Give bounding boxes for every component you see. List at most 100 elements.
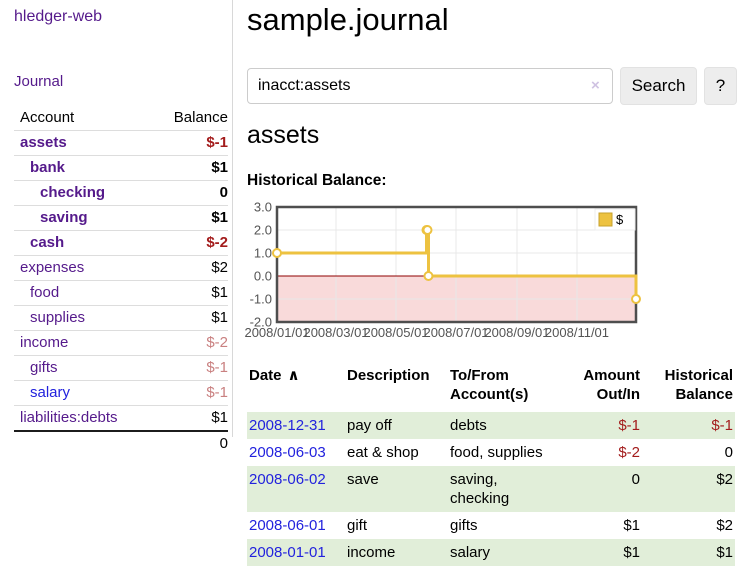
register-table: Date ∧ Description To/From Account(s) Amo…	[247, 362, 735, 566]
account-heading: assets	[247, 121, 320, 149]
transaction-balance: $2	[716, 471, 733, 488]
transaction-accounts: saving, checking	[450, 471, 510, 507]
transaction-accounts: debts	[450, 417, 487, 434]
account-link-supplies[interactable]: supplies	[30, 309, 86, 326]
account-row: salary $-1	[14, 380, 228, 406]
account-link-gifts[interactable]: gifts	[30, 359, 58, 376]
sidebar-item-journal[interactable]: Journal	[14, 73, 64, 90]
search-form: × Search ?	[247, 67, 737, 105]
account-link-bank[interactable]: bank	[30, 159, 66, 176]
accounts-total-row: 0	[14, 431, 228, 456]
accounts-header-account: Account	[20, 109, 75, 126]
transaction-amount: $-2	[618, 444, 640, 461]
transaction-accounts: food, supplies	[450, 444, 543, 461]
account-balance: $1	[211, 309, 228, 326]
account-balance: $2	[211, 259, 228, 276]
account-row: expenses $2	[14, 255, 228, 281]
account-balance: $1	[211, 159, 228, 176]
accounts-header-balance: Balance	[173, 109, 228, 126]
transaction-date-link[interactable]: 2008-12-31	[249, 417, 326, 434]
account-row: supplies $1	[14, 305, 228, 331]
svg-text:$: $	[616, 212, 624, 227]
svg-text:2008/07/01: 2008/07/01	[423, 325, 488, 340]
transaction-balance: $1	[716, 544, 733, 561]
register-row: 2008-06-01 gift gifts $1 $2	[247, 512, 735, 539]
transaction-amount: $1	[623, 544, 640, 561]
help-button[interactable]: ?	[704, 67, 737, 105]
svg-text:2008/05/01: 2008/05/01	[363, 325, 428, 340]
transaction-date-link[interactable]: 2008-06-03	[249, 444, 326, 461]
account-balance: 0	[219, 184, 228, 201]
account-link-assets[interactable]: assets	[20, 134, 67, 151]
svg-text:0.0: 0.0	[254, 269, 272, 284]
account-balance: $1	[211, 209, 228, 226]
transaction-accounts: salary	[450, 544, 491, 561]
account-row: cash $-2	[14, 230, 228, 256]
account-link-checking[interactable]: checking	[40, 184, 106, 201]
register-row: 2008-06-02 save saving, checking 0 $2	[247, 466, 735, 512]
account-link-expenses[interactable]: expenses	[20, 259, 85, 276]
account-balance: $1	[211, 409, 228, 426]
transaction-date-link[interactable]: 2008-06-01	[249, 517, 326, 534]
account-row: gifts $-1	[14, 355, 228, 381]
account-link-liabilities-debts[interactable]: liabilities:debts	[20, 409, 118, 426]
transaction-description: pay off	[347, 417, 392, 434]
svg-text:2008/09/01: 2008/09/01	[484, 325, 549, 340]
register-header-row: Date ∧ Description To/From Account(s) Amo…	[247, 362, 735, 412]
transaction-balance: 0	[724, 444, 733, 461]
transaction-amount: 0	[631, 471, 640, 488]
sidebar-divider	[232, 0, 233, 437]
svg-text:2.0: 2.0	[254, 223, 272, 238]
search-input[interactable]	[247, 68, 613, 104]
svg-text:-1.0: -1.0	[250, 292, 272, 307]
svg-text:1.0: 1.0	[254, 246, 272, 261]
search-button[interactable]: Search	[620, 67, 697, 105]
register-row: 2008-06-03 eat & shop food, supplies $-2…	[247, 439, 735, 466]
account-row: income $-2	[14, 330, 228, 356]
svg-text:-2.0: -2.0	[250, 315, 272, 330]
account-link-salary[interactable]: salary	[30, 384, 71, 401]
account-link-cash[interactable]: cash	[30, 234, 65, 251]
transaction-description: income	[347, 544, 396, 561]
account-link-saving[interactable]: saving	[40, 209, 88, 226]
account-balance: $-1	[206, 359, 228, 376]
sort-ascending-icon: ∧	[287, 367, 300, 384]
register-header-description: Description	[347, 367, 430, 384]
transaction-balance: $-1	[711, 417, 733, 434]
register-row: 2008-01-01 income salary $1 $1	[247, 539, 735, 566]
register-header-tofrom: To/From Account(s)	[450, 367, 529, 403]
account-balance: $-1	[206, 134, 228, 151]
account-row: checking 0	[14, 180, 228, 206]
register-header-date[interactable]: Date ∧	[249, 367, 300, 384]
svg-text:3.0: 3.0	[254, 200, 272, 215]
register-header-balance: Historical Balance	[664, 367, 733, 403]
account-balance: $-1	[206, 384, 228, 401]
svg-text:2008/11/01: 2008/11/01	[545, 325, 609, 340]
accounts-table: Account Balance assets $-1 bank $1 check…	[14, 106, 228, 456]
transaction-accounts: gifts	[450, 517, 478, 534]
transaction-description: eat & shop	[347, 444, 419, 461]
account-balance: $1	[211, 284, 228, 301]
account-row: assets $-1	[14, 130, 228, 156]
account-row: saving $1	[14, 205, 228, 231]
account-link-income[interactable]: income	[20, 334, 69, 351]
account-row: bank $1	[14, 155, 228, 181]
clear-search-icon[interactable]: ×	[591, 77, 600, 94]
account-balance: $-2	[206, 334, 228, 351]
accounts-header-row: Account Balance	[14, 106, 228, 131]
svg-text:2008/01/01: 2008/01/01	[245, 325, 310, 340]
page-title: sample.journal	[247, 2, 449, 37]
register-row: 2008-12-31 pay off debts $-1 $-1	[247, 412, 735, 439]
app-brand-link[interactable]: hledger-web	[14, 8, 103, 25]
chart-title: Historical Balance:	[247, 172, 387, 189]
account-balance: $-2	[206, 234, 228, 251]
account-link-food[interactable]: food	[30, 284, 60, 301]
transaction-description: save	[347, 471, 379, 488]
transaction-date-link[interactable]: 2008-01-01	[249, 544, 326, 561]
transaction-balance: $2	[716, 517, 733, 534]
accounts-total-value: 0	[219, 435, 228, 452]
account-row: liabilities:debts $1	[14, 405, 228, 432]
transaction-description: gift	[347, 517, 368, 534]
transaction-date-link[interactable]: 2008-06-02	[249, 471, 326, 488]
